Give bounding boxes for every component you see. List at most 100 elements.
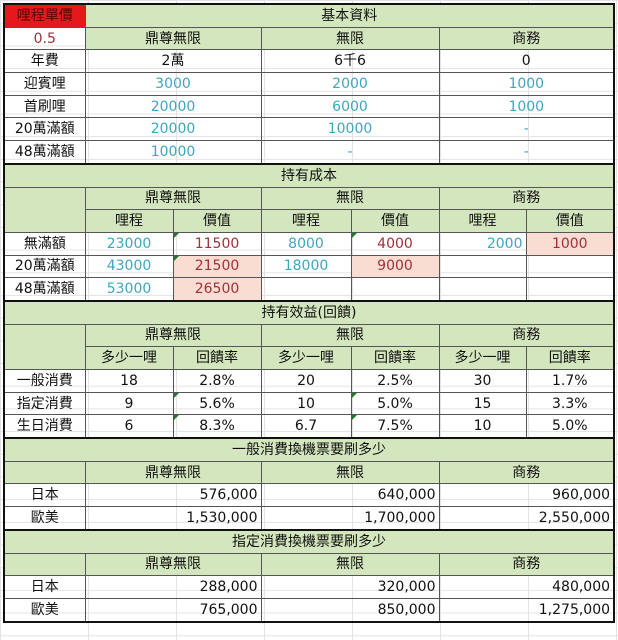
- amount-cell[interactable]: 640,000: [260, 483, 440, 508]
- reward-rate-cell[interactable]: 1.7%: [525, 369, 615, 393]
- value-cell[interactable]: 0: [438, 49, 615, 74]
- spend-per-mile-cell[interactable]: 9: [84, 391, 174, 416]
- value-cell[interactable]: 1000: [525, 231, 615, 256]
- amount-cell[interactable]: 765,000: [84, 597, 262, 623]
- card-header[interactable]: 無限: [260, 460, 440, 485]
- value-cell[interactable]: 20000: [84, 94, 262, 119]
- card-header[interactable]: 商務: [438, 552, 615, 577]
- row-label[interactable]: 年費: [3, 49, 86, 74]
- reward-rate-cell[interactable]: 7.5%: [350, 414, 440, 439]
- reward-rate-cell[interactable]: 2.5%: [350, 369, 440, 393]
- value-cell[interactable]: 10000: [260, 117, 440, 142]
- amount-cell[interactable]: 2,550,000: [438, 506, 615, 531]
- card-header[interactable]: 鼎尊無限: [84, 552, 262, 577]
- sub-header-mileage[interactable]: 哩程: [84, 209, 174, 233]
- value-cell[interactable]: 2萬: [84, 49, 262, 74]
- unit-price-value[interactable]: 0.5: [3, 26, 86, 51]
- card-header[interactable]: 無限: [260, 323, 440, 348]
- row-label[interactable]: 一般消費: [3, 369, 86, 393]
- row-label[interactable]: 指定消費: [3, 391, 86, 416]
- mileage-cell[interactable]: 43000: [84, 254, 174, 279]
- value-cell[interactable]: 3000: [84, 72, 262, 96]
- card-header[interactable]: 商務: [438, 323, 615, 348]
- value-cell[interactable]: 2000: [260, 72, 440, 96]
- blank-header[interactable]: [3, 552, 86, 577]
- card-header[interactable]: 鼎尊無限: [84, 323, 262, 348]
- spend-per-mile-cell[interactable]: 20: [260, 369, 352, 393]
- sub-header-spend-per-mile[interactable]: 多少一哩: [260, 346, 352, 370]
- row-label[interactable]: 歐美: [3, 506, 86, 531]
- value-cell[interactable]: [525, 254, 615, 279]
- value-cell[interactable]: 1000: [438, 94, 615, 119]
- sub-header-mileage[interactable]: 哩程: [438, 209, 527, 233]
- row-label[interactable]: 生日消費: [3, 414, 86, 439]
- sub-header-spend-per-mile[interactable]: 多少一哩: [84, 346, 174, 370]
- card-header[interactable]: 商務: [438, 186, 615, 211]
- sub-header-value[interactable]: 價值: [350, 209, 440, 233]
- card-header[interactable]: 鼎尊無限: [84, 460, 262, 485]
- value-cell[interactable]: -: [438, 140, 615, 165]
- value-cell[interactable]: 6000: [260, 94, 440, 119]
- card-header[interactable]: 商務: [438, 460, 615, 485]
- amount-cell[interactable]: 960,000: [438, 483, 615, 508]
- section-title[interactable]: 基本資料: [84, 3, 615, 28]
- row-label[interactable]: 日本: [3, 483, 86, 508]
- row-label[interactable]: 無滿額: [3, 231, 86, 256]
- row-label[interactable]: 首刷哩: [3, 94, 86, 119]
- card-header[interactable]: 鼎尊無限: [84, 26, 262, 51]
- amount-cell[interactable]: 576,000: [84, 483, 262, 508]
- value-cell[interactable]: 9000: [350, 254, 440, 279]
- card-header[interactable]: 無限: [260, 186, 440, 211]
- amount-cell[interactable]: 1,700,000: [260, 506, 440, 531]
- value-cell[interactable]: 1000: [438, 72, 615, 96]
- reward-rate-cell[interactable]: 5.6%: [172, 391, 262, 416]
- blank-header[interactable]: [3, 186, 86, 233]
- value-cell[interactable]: [350, 277, 440, 302]
- card-header[interactable]: 無限: [260, 26, 440, 51]
- amount-cell[interactable]: 1,275,000: [438, 597, 615, 623]
- mileage-cell[interactable]: 8000: [260, 231, 352, 256]
- sub-header-value[interactable]: 價值: [525, 209, 615, 233]
- spend-per-mile-cell[interactable]: 18: [84, 369, 174, 393]
- reward-rate-cell[interactable]: 8.3%: [172, 414, 262, 439]
- card-header[interactable]: 鼎尊無限: [84, 186, 262, 211]
- section-title[interactable]: 指定消費換機票要刷多少: [3, 528, 615, 554]
- row-label[interactable]: 20萬滿額: [3, 254, 86, 279]
- spend-per-mile-cell[interactable]: 10: [260, 391, 352, 416]
- sub-header-reward-rate[interactable]: 回饋率: [350, 346, 440, 370]
- row-label[interactable]: 48萬滿額: [3, 140, 86, 165]
- section-title[interactable]: 一般消費換機票要刷多少: [3, 437, 615, 462]
- spend-per-mile-cell[interactable]: 10: [438, 414, 527, 439]
- amount-cell[interactable]: 1,530,000: [84, 506, 262, 531]
- section-title[interactable]: 持有成本: [3, 162, 615, 188]
- amount-cell[interactable]: 320,000: [260, 575, 440, 599]
- mileage-cell[interactable]: [438, 254, 527, 279]
- row-label[interactable]: 48萬滿額: [3, 277, 86, 302]
- card-header[interactable]: 無限: [260, 552, 440, 577]
- mileage-cell[interactable]: 18000: [260, 254, 352, 279]
- spend-per-mile-cell[interactable]: 6.7: [260, 414, 352, 439]
- amount-cell[interactable]: 480,000: [438, 575, 615, 599]
- blank-header[interactable]: [3, 323, 86, 371]
- amount-cell[interactable]: 288,000: [84, 575, 262, 599]
- row-label[interactable]: 歐美: [3, 597, 86, 623]
- amount-cell[interactable]: 850,000: [260, 597, 440, 623]
- section-title[interactable]: 持有效益(回饋): [3, 299, 615, 325]
- sub-header-spend-per-mile[interactable]: 多少一哩: [438, 346, 527, 370]
- mileage-cell[interactable]: [438, 277, 527, 302]
- value-cell[interactable]: 21500: [172, 254, 262, 279]
- spend-per-mile-cell[interactable]: 15: [438, 391, 527, 416]
- value-cell[interactable]: 6千6: [260, 49, 440, 74]
- card-header[interactable]: 商務: [438, 26, 615, 51]
- reward-rate-cell[interactable]: 5.0%: [350, 391, 440, 416]
- sub-header-mileage[interactable]: 哩程: [260, 209, 352, 233]
- spend-per-mile-cell[interactable]: 6: [84, 414, 174, 439]
- spend-per-mile-cell[interactable]: 30: [438, 369, 527, 393]
- row-label[interactable]: 迎賓哩: [3, 72, 86, 96]
- value-cell[interactable]: 4000: [350, 231, 440, 256]
- row-label[interactable]: 20萬滿額: [3, 117, 86, 142]
- row-label[interactable]: 日本: [3, 575, 86, 599]
- value-cell[interactable]: 26500: [172, 277, 262, 302]
- sub-header-reward-rate[interactable]: 回饋率: [172, 346, 262, 370]
- reward-rate-cell[interactable]: 5.0%: [525, 414, 615, 439]
